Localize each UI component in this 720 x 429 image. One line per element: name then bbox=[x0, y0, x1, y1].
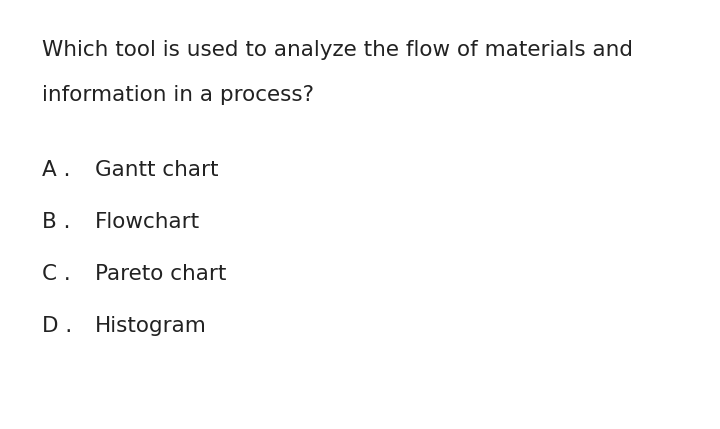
Text: A .: A . bbox=[42, 160, 71, 180]
Text: B .: B . bbox=[42, 212, 71, 232]
Text: information in a process?: information in a process? bbox=[42, 85, 314, 105]
Text: C .: C . bbox=[42, 264, 71, 284]
Text: Flowchart: Flowchart bbox=[95, 212, 200, 232]
Text: Gantt chart: Gantt chart bbox=[95, 160, 218, 180]
Text: Histogram: Histogram bbox=[95, 316, 207, 336]
Text: Pareto chart: Pareto chart bbox=[95, 264, 226, 284]
Text: Which tool is used to analyze the flow of materials and: Which tool is used to analyze the flow o… bbox=[42, 40, 633, 60]
Text: D .: D . bbox=[42, 316, 72, 336]
